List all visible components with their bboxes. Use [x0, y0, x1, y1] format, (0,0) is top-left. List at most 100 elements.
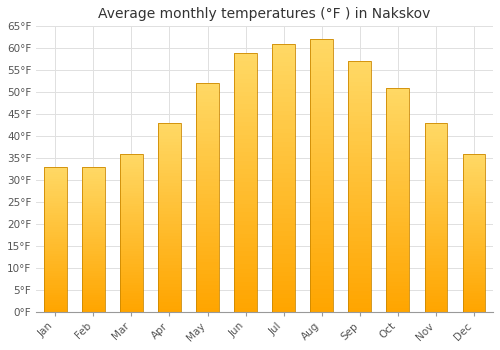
Bar: [196, 270, 219, 274]
Bar: [44, 184, 66, 186]
Bar: [424, 277, 448, 280]
Bar: [234, 277, 257, 282]
Bar: [234, 199, 257, 204]
Bar: [234, 269, 257, 273]
Bar: [82, 256, 104, 259]
Bar: [196, 296, 219, 300]
Bar: [310, 158, 333, 162]
Bar: [424, 129, 448, 132]
Bar: [386, 151, 409, 155]
Bar: [348, 249, 371, 253]
Bar: [462, 270, 485, 272]
Bar: [424, 274, 448, 277]
Bar: [120, 275, 143, 278]
Bar: [462, 291, 485, 293]
Bar: [234, 144, 257, 148]
Bar: [424, 268, 448, 271]
Bar: [462, 159, 485, 162]
Bar: [196, 167, 219, 171]
Bar: [82, 280, 104, 283]
Bar: [424, 230, 448, 233]
Bar: [272, 245, 295, 249]
Bar: [44, 293, 66, 295]
Bar: [120, 251, 143, 254]
Bar: [158, 139, 181, 142]
Bar: [82, 302, 104, 304]
Bar: [272, 155, 295, 160]
Bar: [310, 257, 333, 262]
Bar: [310, 171, 333, 176]
Bar: [310, 176, 333, 180]
Bar: [310, 275, 333, 280]
Bar: [386, 274, 409, 278]
Bar: [82, 232, 104, 234]
Bar: [196, 121, 219, 125]
Bar: [82, 167, 104, 169]
Bar: [44, 307, 66, 309]
Bar: [310, 62, 333, 67]
Bar: [462, 309, 485, 312]
Bar: [82, 181, 104, 184]
Bar: [310, 230, 333, 235]
Bar: [234, 174, 257, 178]
Bar: [462, 162, 485, 164]
Bar: [158, 302, 181, 306]
Bar: [120, 267, 143, 270]
Bar: [462, 278, 485, 280]
Bar: [120, 238, 143, 241]
Bar: [234, 152, 257, 156]
Bar: [424, 287, 448, 290]
Bar: [82, 227, 104, 230]
Bar: [424, 236, 448, 239]
Bar: [44, 278, 66, 280]
Bar: [348, 220, 371, 224]
Bar: [82, 304, 104, 307]
Bar: [120, 228, 143, 230]
Bar: [196, 205, 219, 209]
Bar: [348, 170, 371, 174]
Bar: [348, 258, 371, 262]
Bar: [120, 280, 143, 283]
Bar: [234, 109, 257, 113]
Bar: [462, 262, 485, 264]
Bar: [386, 248, 409, 252]
Bar: [234, 148, 257, 152]
Bar: [234, 178, 257, 182]
Bar: [348, 195, 371, 199]
Bar: [272, 191, 295, 196]
Bar: [234, 225, 257, 230]
Bar: [386, 230, 409, 233]
Bar: [462, 172, 485, 175]
Bar: [462, 175, 485, 177]
Bar: [272, 276, 295, 281]
Bar: [158, 214, 181, 217]
Bar: [348, 274, 371, 279]
Bar: [386, 237, 409, 241]
Bar: [348, 266, 371, 270]
Bar: [82, 242, 104, 244]
Bar: [158, 167, 181, 170]
Bar: [44, 254, 66, 256]
Bar: [310, 112, 333, 117]
Bar: [424, 161, 448, 164]
Bar: [234, 87, 257, 91]
Bar: [234, 122, 257, 126]
Bar: [386, 133, 409, 136]
Bar: [120, 272, 143, 275]
Bar: [44, 234, 66, 237]
Bar: [120, 225, 143, 228]
Bar: [234, 217, 257, 221]
Bar: [348, 107, 371, 112]
Bar: [82, 176, 104, 179]
Bar: [424, 252, 448, 255]
Bar: [196, 281, 219, 285]
Bar: [424, 255, 448, 258]
Bar: [424, 158, 448, 161]
Bar: [196, 163, 219, 167]
Bar: [272, 124, 295, 129]
Bar: [462, 214, 485, 217]
Bar: [158, 189, 181, 192]
Bar: [158, 183, 181, 186]
Bar: [348, 303, 371, 308]
Bar: [348, 120, 371, 124]
